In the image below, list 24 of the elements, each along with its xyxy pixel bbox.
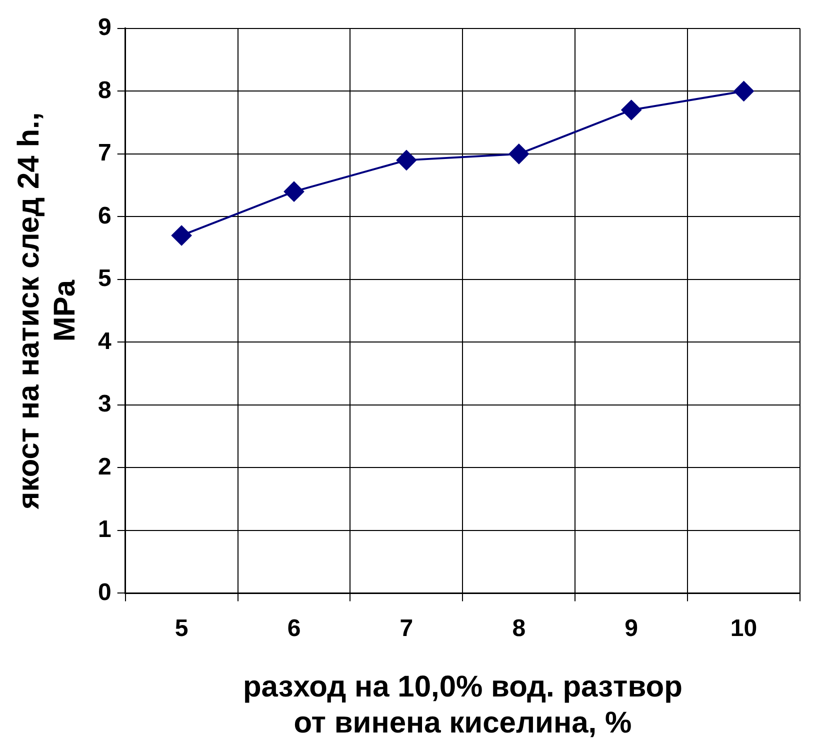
x-tick-label: 7 xyxy=(400,615,414,642)
point xyxy=(396,150,416,170)
y-tick-label: 8 xyxy=(98,76,112,104)
y-tick-label: 7 xyxy=(98,140,112,167)
x-tick-label: 8 xyxy=(512,615,526,642)
point xyxy=(284,182,304,202)
y-axis-title: якост на натиск след 24 h., MPa xyxy=(12,112,82,510)
x-tick-label: 10 xyxy=(730,615,758,642)
point xyxy=(621,100,642,120)
point xyxy=(172,225,192,246)
y-tick-label: 9 xyxy=(98,14,112,42)
y-tick-label: 2 xyxy=(98,453,112,480)
y-tick-label: 1 xyxy=(98,516,112,544)
y-tick-label: 4 xyxy=(98,328,112,355)
point xyxy=(734,81,754,102)
x-axis-title: разход на 10,0% вод. разтвор от винена киселина, % xyxy=(242,670,682,740)
y-tick-label: 5 xyxy=(98,265,112,292)
point xyxy=(508,144,529,164)
y-tick-label: 3 xyxy=(98,390,112,418)
x-tick-label: 5 xyxy=(174,615,188,642)
y-tick-label: 0 xyxy=(98,578,112,606)
y-tick-label: 6 xyxy=(98,202,112,230)
x-tick-label: 6 xyxy=(287,615,301,642)
x-tick-label: 9 xyxy=(624,615,638,642)
